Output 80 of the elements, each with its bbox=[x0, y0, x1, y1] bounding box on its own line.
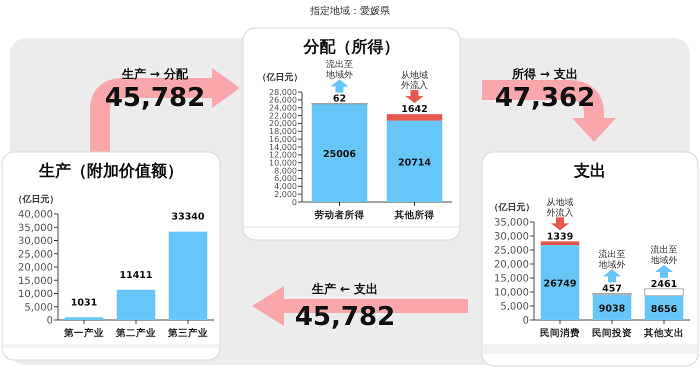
annotation: 从地域外流入 bbox=[401, 70, 428, 92]
y-axis-title: （亿日元） bbox=[14, 194, 58, 205]
data-label: 1031 bbox=[70, 297, 98, 308]
y-tick-label: 30,000 bbox=[18, 236, 53, 247]
y-tick-label: 18,000 bbox=[269, 127, 297, 136]
bar bbox=[386, 114, 442, 121]
y-tick-label: 12,000 bbox=[269, 150, 297, 160]
y-tick-label: 2,000 bbox=[274, 190, 297, 199]
x-tick-label: 民间投资 bbox=[592, 327, 632, 339]
y-tick-label: 0 bbox=[46, 316, 53, 326]
bar bbox=[540, 245, 580, 320]
y-tick-label: 35,000 bbox=[18, 222, 53, 234]
data-label: 2461 bbox=[650, 278, 678, 290]
y-tick-label: 6,000 bbox=[274, 174, 297, 184]
data-label: 9038 bbox=[598, 303, 626, 314]
y-tick-label: 0 bbox=[522, 316, 529, 326]
y-axis-title: （亿日元） bbox=[490, 202, 534, 213]
y-tick-label: 20,000 bbox=[18, 262, 53, 274]
bar bbox=[644, 288, 684, 296]
y-tick-label: 10,000 bbox=[18, 289, 53, 300]
x-tick-label: 劳动者所得 bbox=[314, 209, 364, 221]
text: 生产 ← 支出 bbox=[310, 282, 378, 296]
y-tick-label: 28,000 bbox=[269, 88, 297, 97]
data-label: 20714 bbox=[398, 157, 432, 168]
data-label: 457 bbox=[602, 283, 622, 294]
y-tick-label: 5,000 bbox=[500, 302, 529, 312]
y-tick-label: 25,000 bbox=[18, 249, 53, 260]
text: 45,782 bbox=[104, 83, 206, 113]
data-label: 11411 bbox=[119, 270, 153, 281]
y-tick-label: 22,000 bbox=[269, 111, 297, 120]
data-label: 33340 bbox=[171, 212, 205, 223]
y-tick-label: 20,000 bbox=[269, 119, 297, 128]
text: 生产 → 分配 bbox=[120, 67, 190, 81]
x-tick-label: 其他所得 bbox=[394, 209, 434, 221]
y-tick-label: 0 bbox=[292, 198, 297, 207]
annotation: 流出至地域外 bbox=[650, 244, 678, 266]
y-tick-label: 20,000 bbox=[494, 260, 529, 270]
y-axis-title: （亿日元） bbox=[258, 72, 302, 83]
y-tick-label: 24,000 bbox=[269, 104, 297, 113]
bar bbox=[168, 232, 208, 320]
bar bbox=[312, 104, 368, 202]
data-label: 8656 bbox=[650, 304, 678, 315]
data-label: 62 bbox=[332, 94, 346, 105]
y-tick-label: 35,000 bbox=[494, 218, 529, 228]
data-label: 1339 bbox=[546, 231, 574, 242]
y-tick-label: 15,000 bbox=[494, 274, 529, 284]
x-tick-label: 第三产业 bbox=[167, 327, 208, 339]
text: 指定地域：愛媛県 bbox=[309, 5, 390, 17]
text: 所得 → 支出 bbox=[510, 67, 578, 81]
chart-title: 分配（所得） bbox=[302, 37, 400, 56]
y-tick-label: 10,000 bbox=[494, 288, 529, 298]
chart-title: 支出 bbox=[573, 161, 606, 180]
chart-title: 生产（附加价值额） bbox=[38, 161, 183, 180]
x-tick-label: 第一产业 bbox=[63, 327, 104, 339]
y-tick-label: 10,000 bbox=[269, 158, 297, 168]
bar bbox=[540, 241, 580, 246]
bar bbox=[64, 317, 104, 320]
bar bbox=[386, 120, 442, 202]
x-tick-label: 民间消费 bbox=[540, 327, 580, 339]
y-tick-label: 30,000 bbox=[494, 232, 529, 242]
x-tick-label: 其他支出 bbox=[643, 327, 684, 339]
annotation: 从地域外流入 bbox=[546, 197, 574, 218]
annotation: 流出至地域外 bbox=[325, 59, 353, 81]
text: 47,362 bbox=[494, 83, 596, 113]
data-label: 25006 bbox=[322, 148, 356, 160]
y-tick-label: 14,000 bbox=[269, 142, 297, 152]
y-tick-label: 15,000 bbox=[18, 276, 53, 287]
data-label: 26749 bbox=[543, 278, 577, 290]
x-tick-label: 第二产业 bbox=[115, 327, 156, 339]
y-tick-label: 5,000 bbox=[24, 302, 53, 314]
annotation: 流出至地域外 bbox=[598, 249, 626, 270]
y-tick-label: 26,000 bbox=[269, 96, 297, 105]
bar bbox=[116, 290, 156, 320]
y-tick-label: 4,000 bbox=[274, 182, 297, 192]
text: 45,782 bbox=[294, 302, 396, 332]
y-tick-label: 8,000 bbox=[274, 166, 297, 176]
y-tick-label: 25,000 bbox=[494, 246, 529, 256]
y-tick-label: 40,000 bbox=[18, 210, 53, 220]
data-label: 1642 bbox=[401, 104, 428, 116]
y-tick-label: 16,000 bbox=[269, 134, 297, 144]
